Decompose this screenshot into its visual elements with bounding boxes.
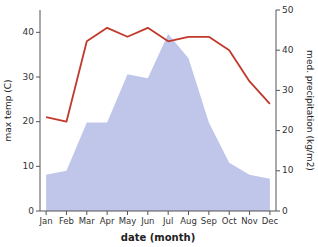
x-tick xyxy=(127,211,128,215)
y2-tick xyxy=(276,10,280,11)
x-tick xyxy=(147,211,148,215)
x-tick-label: Jul xyxy=(162,216,173,226)
x-tick xyxy=(86,211,87,215)
y-tick xyxy=(36,77,40,78)
x-tick xyxy=(269,211,270,215)
x-tick-label: Nov xyxy=(241,216,258,226)
x-tick xyxy=(229,211,230,215)
x-tick xyxy=(188,211,189,215)
y-tick xyxy=(36,32,40,33)
y2-tick-label: 0 xyxy=(282,206,288,216)
y-tick-label: 20 xyxy=(23,116,35,126)
x-tick-label: May xyxy=(119,216,137,226)
x-tick-label: Jan xyxy=(39,216,53,226)
y2-tick xyxy=(276,211,280,212)
y-tick-label: 30 xyxy=(23,72,35,82)
y2-tick xyxy=(276,170,280,171)
y2-tick-label: 10 xyxy=(282,165,294,175)
x-tick-label: Feb xyxy=(59,216,74,226)
y2-tick xyxy=(276,50,280,51)
x-tick-label: Dec xyxy=(262,216,279,226)
y2-axis-line xyxy=(276,10,277,211)
y-axis-label: max temp (C) xyxy=(3,79,13,141)
y-tick xyxy=(36,166,40,167)
x-tick-label: Mar xyxy=(79,216,96,226)
x-tick xyxy=(208,211,209,215)
temperature-line xyxy=(46,28,270,122)
x-axis-label: date (month) xyxy=(121,232,195,243)
x-tick xyxy=(66,211,67,215)
x-tick-label: Oct xyxy=(222,216,237,226)
y-tick xyxy=(36,211,40,212)
x-tick-label: Aug xyxy=(180,216,197,226)
x-tick xyxy=(249,211,250,215)
y2-tick xyxy=(276,90,280,91)
y-tick-label: 10 xyxy=(23,161,35,171)
x-tick xyxy=(168,211,169,215)
x-axis-line xyxy=(40,211,276,212)
y2-tick-label: 40 xyxy=(282,45,294,55)
y-tick xyxy=(36,121,40,122)
x-tick-label: Sep xyxy=(201,216,217,226)
y-tick-label: 40 xyxy=(23,27,35,37)
y2-tick xyxy=(276,130,280,131)
y2-tick-label: 30 xyxy=(282,85,294,95)
x-tick-label: Apr xyxy=(100,216,115,226)
x-tick xyxy=(46,211,47,215)
chart-container: 0 10 20 30 40 0 10 20 30 40 50 Jan Feb Mar Apr MayJun Ju… xyxy=(0,0,318,247)
chart: 0 10 20 30 40 0 10 20 30 40 50 Jan Feb Mar Apr MayJun Ju… xyxy=(0,0,318,247)
y2-axis-label: med. precipitation (kg/m2) xyxy=(305,50,315,171)
x-tick xyxy=(107,211,108,215)
axes: 0 10 20 30 40 0 10 20 30 40 50 Jan Feb Mar Apr MayJun Ju… xyxy=(23,5,294,227)
y2-tick-label: 50 xyxy=(282,5,294,15)
y2-tick-label: 20 xyxy=(282,125,294,135)
x-tick-label: Jun xyxy=(140,216,154,226)
y-axis-line xyxy=(40,10,41,211)
plot-data xyxy=(46,28,270,211)
y-tick-label: 0 xyxy=(28,206,34,216)
